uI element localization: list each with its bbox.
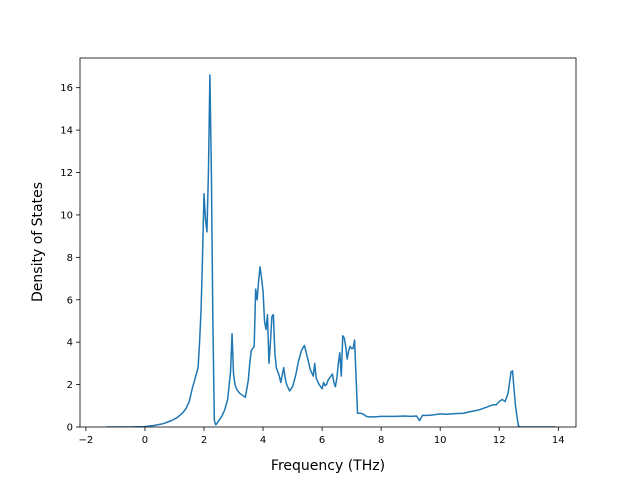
y-tick-label: 10 xyxy=(60,210,73,221)
y-tick-label: 16 xyxy=(60,83,73,94)
y-axis-label: Density of States xyxy=(30,182,46,302)
x-axis-label: Frequency (THz) xyxy=(271,458,385,474)
y-tick-label: 2 xyxy=(67,380,73,391)
x-tick-label: 10 xyxy=(434,435,447,446)
x-tick-label: 12 xyxy=(493,435,506,446)
y-tick-label: 14 xyxy=(60,126,73,137)
x-tick-label: 4 xyxy=(260,435,266,446)
x-tick-label: 6 xyxy=(319,435,325,446)
axes-frame xyxy=(79,57,577,428)
x-tick-label: −2 xyxy=(79,435,94,446)
x-tick-label: 8 xyxy=(378,435,384,446)
plot-area xyxy=(106,74,556,427)
y-tick-label: 4 xyxy=(67,338,73,349)
y-tick-label: 6 xyxy=(67,295,73,306)
y-tick-label: 8 xyxy=(67,253,73,264)
x-tick-label: 14 xyxy=(552,435,565,446)
x-tick-label: 0 xyxy=(142,435,148,446)
dos-series-line xyxy=(106,74,556,427)
x-tick-label: 2 xyxy=(201,435,207,446)
axes: −2 0 2 4 6 8 10 12 14 0 2 4 6 8 10 12 14 16 xyxy=(60,57,577,446)
y-tick-label: 12 xyxy=(60,168,73,179)
y-tick-label: 0 xyxy=(67,423,73,434)
